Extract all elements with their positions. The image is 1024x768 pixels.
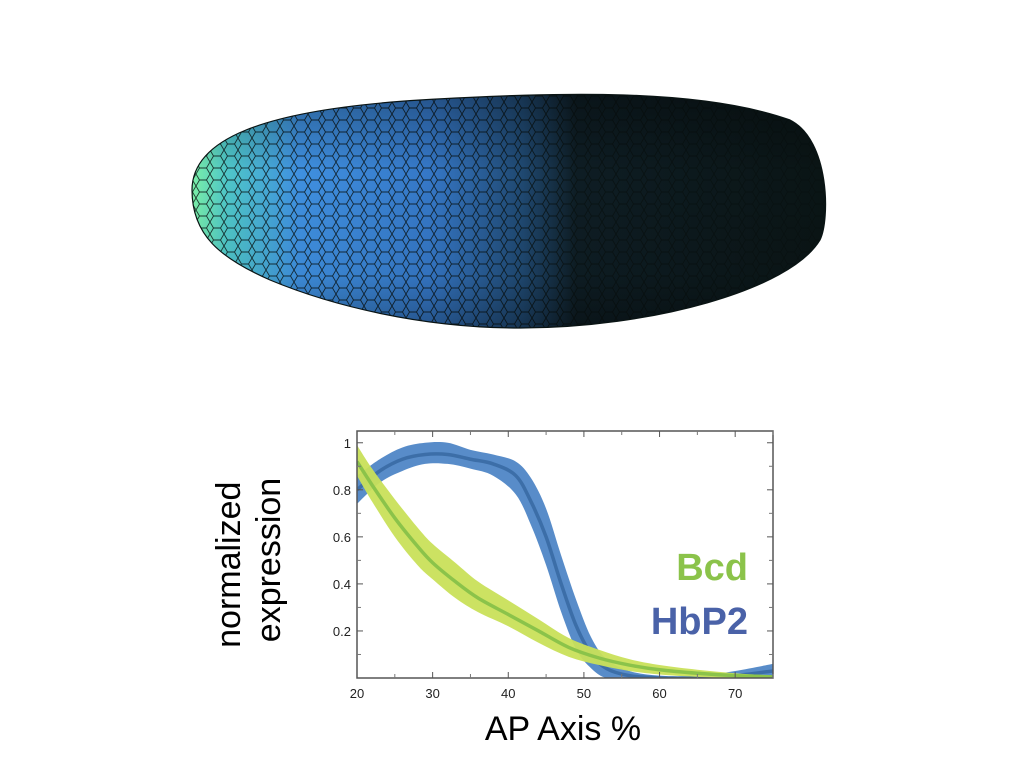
y-tick-label: 0.6 bbox=[333, 530, 351, 545]
y-axis-label-line2: expression bbox=[250, 478, 288, 642]
line-bcd bbox=[357, 460, 773, 678]
band-bcd bbox=[357, 445, 773, 678]
y-tick-label: 0.2 bbox=[333, 624, 351, 639]
y-tick-label: 0.4 bbox=[333, 577, 351, 592]
y-tick-label: 1 bbox=[344, 436, 351, 451]
y-tick-label: 0.8 bbox=[333, 483, 351, 498]
band-hbp2 bbox=[357, 442, 773, 678]
legend-bcd: Bcd bbox=[676, 547, 748, 589]
x-tick-label: 20 bbox=[350, 686, 364, 701]
x-axis-label: AP Axis % bbox=[485, 710, 641, 748]
x-tick-label: 70 bbox=[728, 686, 742, 701]
x-tick-label: 50 bbox=[577, 686, 591, 701]
y-axis-label: normalized expression bbox=[210, 472, 288, 648]
x-tick-label: 40 bbox=[501, 686, 515, 701]
plot-frame bbox=[356, 430, 774, 679]
line-hbp2 bbox=[357, 452, 773, 678]
x-tick-label: 30 bbox=[425, 686, 439, 701]
legend-hbp2: HbP2 bbox=[651, 601, 748, 643]
x-tick-label: 60 bbox=[652, 686, 666, 701]
y-axis-label-line1: normalized bbox=[210, 482, 248, 648]
